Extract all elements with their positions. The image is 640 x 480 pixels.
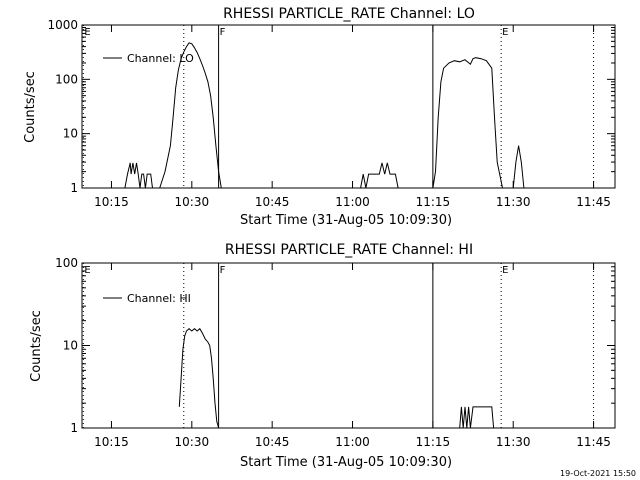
event-marker-label: E xyxy=(84,265,90,276)
x-tick-label: 11:15 xyxy=(416,435,451,449)
y-tick-label: 10 xyxy=(63,127,78,141)
chart-title-hi: RHESSI PARTICLE_RATE Channel: HI xyxy=(225,242,473,258)
x-tick-label: 11:30 xyxy=(496,435,531,449)
plot-frame-lo xyxy=(81,24,616,189)
y-tick-label: 10 xyxy=(63,339,78,353)
x-tick-label: 10:30 xyxy=(175,435,210,449)
y-tick-label: 1000 xyxy=(47,18,78,32)
series-line-segment xyxy=(159,42,224,189)
panel-channel-hi: RHESSI PARTICLE_RATE Channel: HI 10:15 10… xyxy=(29,242,616,470)
y-tick-label: 1 xyxy=(70,421,78,435)
plot-frame-hi xyxy=(81,262,616,429)
series-line-segment xyxy=(432,57,508,189)
y-axis-label-lo: Counts/sec xyxy=(23,71,38,143)
event-marker-label: E xyxy=(502,27,508,38)
y-tick-label: 100 xyxy=(55,72,78,86)
x-axis-label-hi: Start Time (31-Aug-05 10:09:30) xyxy=(240,455,452,470)
x-tick-label: 11:30 xyxy=(496,195,531,209)
y-tick-label: 1 xyxy=(70,181,78,195)
panel-channel-lo: RHESSI PARTICLE_RATE Channel: LO 10:15 10… xyxy=(23,6,616,228)
x-tick-label: 10:30 xyxy=(175,195,210,209)
y-tick-label: 100 xyxy=(55,256,78,270)
legend-label-lo: Channel: LO xyxy=(127,52,194,65)
y-axis-label-hi: Counts/sec xyxy=(29,310,44,382)
event-marker-label: E xyxy=(84,27,90,38)
plot-timestamp: 19-Oct-2021 15:50 xyxy=(560,469,636,478)
event-marker-label: F xyxy=(220,27,226,38)
x-tick-label: 11:45 xyxy=(576,435,611,449)
x-tick-label: 11:45 xyxy=(576,195,611,209)
x-tick-label: 10:45 xyxy=(255,195,290,209)
series-line-segment xyxy=(459,406,495,429)
x-tick-label: 11:15 xyxy=(416,195,451,209)
x-tick-label: 11:00 xyxy=(335,435,370,449)
event-marker-label: F xyxy=(220,265,226,276)
event-marker-label: E xyxy=(502,265,508,276)
x-tick-label: 10:15 xyxy=(94,435,129,449)
x-tick-label: 11:00 xyxy=(335,195,370,209)
series-line-segment xyxy=(178,327,220,429)
x-axis-label-lo: Start Time (31-Aug-05 10:09:30) xyxy=(240,213,452,228)
legend-label-hi: Channel: HI xyxy=(127,292,191,305)
x-tick-label: 10:45 xyxy=(255,435,290,449)
chart-title-lo: RHESSI PARTICLE_RATE Channel: LO xyxy=(223,6,475,22)
x-tick-label: 10:15 xyxy=(94,195,129,209)
